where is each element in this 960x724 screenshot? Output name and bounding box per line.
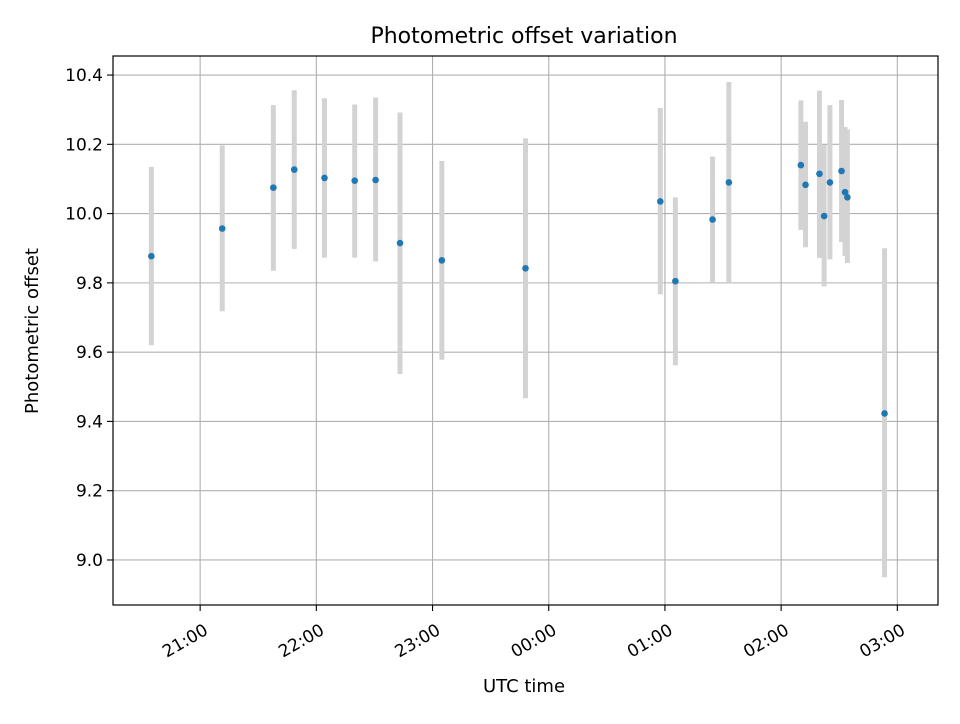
data-point xyxy=(816,170,823,178)
data-point xyxy=(820,212,828,220)
data-point xyxy=(826,179,834,186)
x-axis-label: UTC time xyxy=(483,676,565,697)
data-point xyxy=(802,181,809,189)
y-tick-label: 9.8 xyxy=(76,274,103,294)
data-point xyxy=(844,194,851,201)
data-point xyxy=(351,177,358,184)
chart-title: Photometric offset variation xyxy=(370,24,677,49)
data-point xyxy=(881,410,888,417)
y-tick-label: 9.0 xyxy=(76,551,103,571)
y-tick-label: 10.4 xyxy=(65,66,103,86)
data-point xyxy=(321,174,328,182)
y-tick-label: 10.2 xyxy=(65,135,103,155)
data-points xyxy=(148,161,888,417)
data-point xyxy=(672,277,679,285)
data-point xyxy=(841,188,849,196)
y-axis-label: Photometric offset xyxy=(22,248,43,414)
y-tick-label: 9.2 xyxy=(76,482,103,502)
data-point xyxy=(148,252,155,260)
data-point xyxy=(838,167,845,175)
data-point xyxy=(656,198,664,205)
plot-area-frame xyxy=(112,55,939,606)
data-point xyxy=(218,225,226,232)
y-tick-label: 9.4 xyxy=(76,412,103,432)
data-point xyxy=(270,184,277,191)
data-point xyxy=(290,166,298,173)
data-point xyxy=(725,179,733,186)
y-tick-label: 10.0 xyxy=(65,205,103,225)
data-point xyxy=(522,265,529,272)
data-point xyxy=(709,216,716,223)
data-point xyxy=(396,239,404,247)
data-point xyxy=(372,176,379,184)
data-point xyxy=(797,161,805,169)
y-tick-label: 9.6 xyxy=(76,343,103,363)
data-point xyxy=(438,257,446,264)
